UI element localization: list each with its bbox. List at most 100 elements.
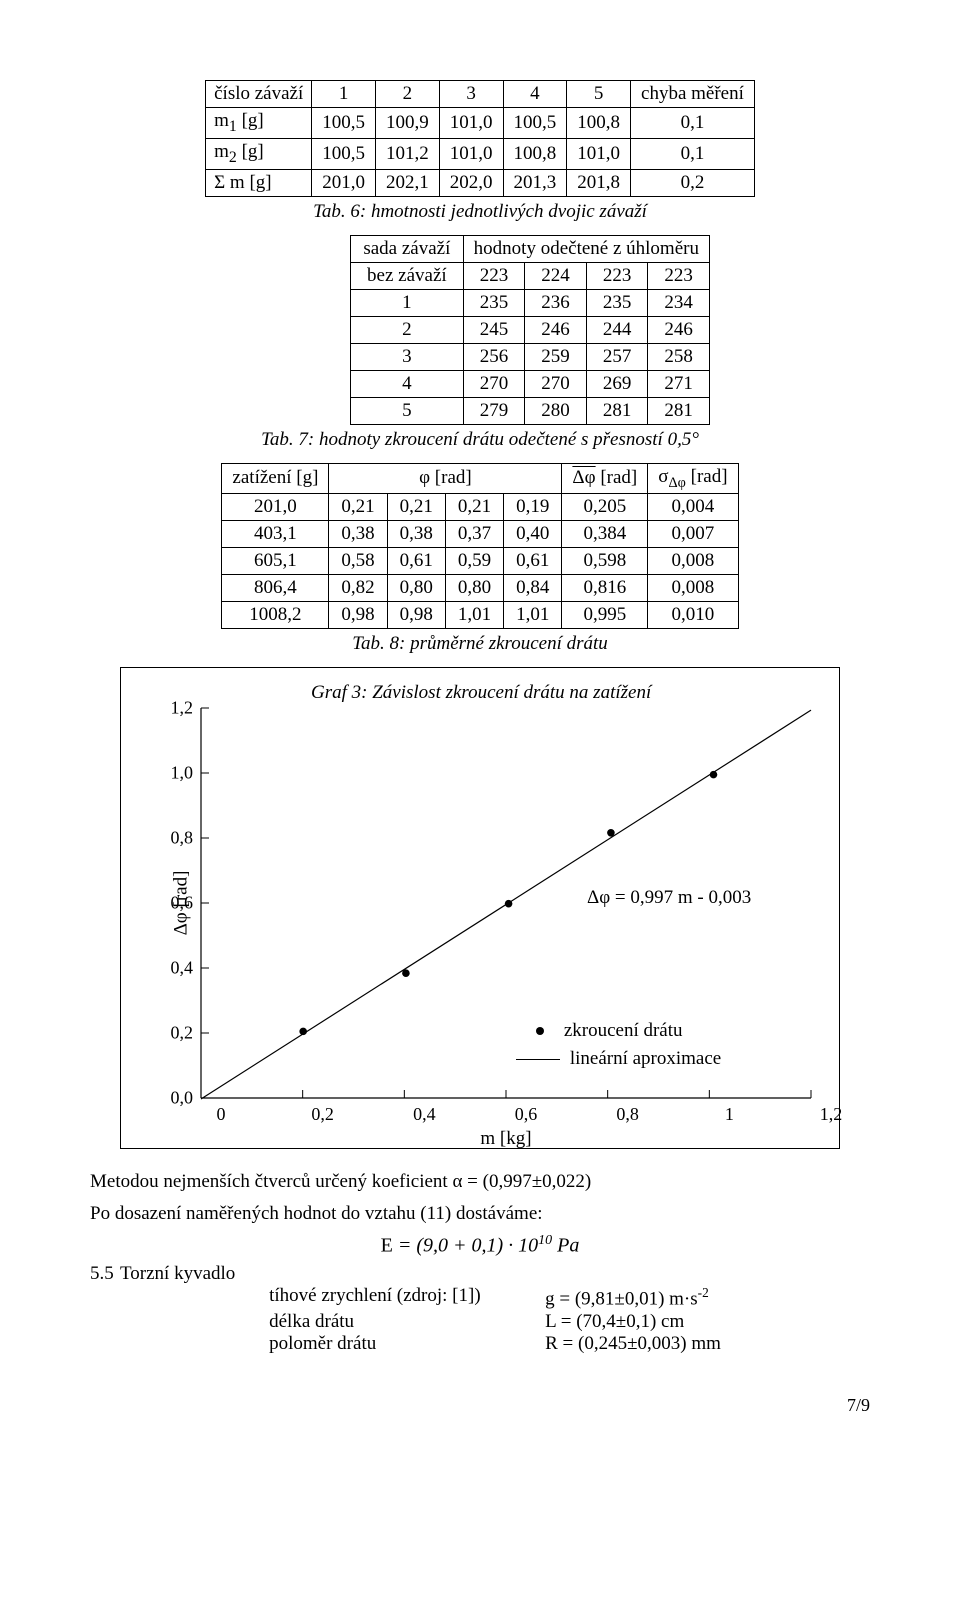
table-header-cell: 1	[312, 81, 376, 108]
table-cell: 806,4	[222, 575, 329, 602]
table-header-cell: chyba měření	[631, 81, 755, 108]
paragraph-substitute: Po dosazení naměřených hodnot do vztahu …	[90, 1201, 870, 1227]
def-value: g = (9,81±0,01) m·s-2	[537, 1285, 729, 1310]
table-cell: 256	[463, 343, 525, 370]
table-cell: 3	[351, 343, 464, 370]
table-cell: 0,1	[631, 138, 755, 169]
table-cell: 0,82	[329, 575, 387, 602]
xtick-label: 0	[217, 1104, 226, 1125]
table-cell: 0,40	[504, 521, 562, 548]
table-cell: bez závaží	[351, 262, 464, 289]
ytick-label: 0,6	[153, 893, 193, 914]
table-cell: 0,1	[631, 108, 755, 139]
table-cell: 100,5	[312, 138, 376, 169]
table-header-cell: Δφ [rad]	[562, 463, 648, 494]
ytick-label: 0,4	[153, 958, 193, 979]
table-cell: 0,816	[562, 575, 648, 602]
xtick-label: 0,6	[515, 1104, 538, 1125]
table-cell: 269	[586, 370, 648, 397]
table-header-cell: 4	[503, 81, 567, 108]
ytick-label: 1,0	[153, 763, 193, 784]
table-cell: 271	[648, 370, 710, 397]
table-cell: 100,5	[503, 108, 567, 139]
table-cell: 201,0	[222, 494, 329, 521]
table-cell: 0,61	[504, 548, 562, 575]
table-cell: 0,008	[648, 575, 738, 602]
table-cell: 0,59	[445, 548, 503, 575]
table-twist: zatížení [g]φ [rad]Δφ [rad]σΔφ [rad] 201…	[221, 463, 738, 630]
xtick-label: 1	[725, 1104, 734, 1125]
table-cell: 224	[525, 262, 587, 289]
table-cell: 101,0	[439, 138, 503, 169]
section-number: 5.5	[90, 1263, 120, 1285]
chart-title: Graf 3: Závislost zkroucení drátu na zat…	[311, 682, 825, 704]
table-cell: 236	[525, 289, 587, 316]
def-label: poloměr drátu	[261, 1333, 537, 1355]
table-cell: 270	[525, 370, 587, 397]
chart-container: Graf 3: Závislost zkroucení drátu na zat…	[120, 667, 840, 1149]
ytick-label: 1,2	[153, 698, 193, 719]
table-cell: m2 [g]	[206, 138, 312, 169]
table-cell: 244	[586, 316, 648, 343]
xtick-label: 0,2	[311, 1104, 334, 1125]
def-value: R = (0,245±0,003) mm	[537, 1333, 729, 1355]
table1-caption: Tab. 6: hmotnosti jednotlivých dvojic zá…	[90, 201, 870, 223]
table-cell: 100,9	[376, 108, 440, 139]
table-cell: 270	[463, 370, 525, 397]
table-cell: 0,98	[329, 602, 387, 629]
table-header-cell: 2	[376, 81, 440, 108]
table-header-cell: číslo závaží	[206, 81, 312, 108]
table-cell: 246	[525, 316, 587, 343]
ytick-label: 0,0	[153, 1088, 193, 1109]
table-protractor: sada závaží hodnoty odečtené z úhloměru …	[350, 235, 710, 425]
table-cell: 0,61	[387, 548, 445, 575]
table-cell: 202,0	[439, 169, 503, 196]
table-cell: 234	[648, 289, 710, 316]
table-cell: 0,80	[445, 575, 503, 602]
table-cell: 201,8	[567, 169, 631, 196]
page-number: 7/9	[90, 1395, 870, 1416]
table-cell: 246	[648, 316, 710, 343]
table-cell: 280	[525, 397, 587, 424]
table-cell: 0,80	[387, 575, 445, 602]
table-cell: 279	[463, 397, 525, 424]
table-cell: 0,995	[562, 602, 648, 629]
paragraph-alpha: Metodou nejmenších čtverců určený koefic…	[90, 1169, 870, 1195]
table-cell: 100,8	[503, 138, 567, 169]
ytick-label: 0,2	[153, 1023, 193, 1044]
table-header-cell: σΔφ [rad]	[648, 463, 738, 494]
ytick-label: 0,8	[153, 828, 193, 849]
table-cell: 223	[586, 262, 648, 289]
table-cell: 281	[648, 397, 710, 424]
chart-equation: Δφ = 0,997 m - 0,003	[587, 887, 751, 909]
table-header-cell: 5	[567, 81, 631, 108]
xtick-label: 0,8	[616, 1104, 639, 1125]
table-cell: 259	[525, 343, 587, 370]
table-weights: číslo závaží12345chyba měření m1 [g]100,…	[205, 80, 755, 197]
chart-xlabel: m [kg]	[480, 1128, 531, 1150]
table-cell: 0,205	[562, 494, 648, 521]
table2-caption: Tab. 7: hodnoty zkroucení drátu odečtené…	[90, 429, 870, 451]
table-cell: 101,2	[376, 138, 440, 169]
table-cell: 201,3	[503, 169, 567, 196]
table-cell: 0,010	[648, 602, 738, 629]
table-cell: 0,21	[387, 494, 445, 521]
table-header-cell: 3	[439, 81, 503, 108]
table-cell: 281	[586, 397, 648, 424]
legend-marker-icon	[536, 1027, 544, 1035]
def-label: tíhové zrychlení (zdroj: [1])	[261, 1285, 537, 1310]
formula-E: E = (9,0 + 0,1) · 1010 Pa	[90, 1233, 870, 1258]
table-header-cell: zatížení [g]	[222, 463, 329, 494]
table-cell: 257	[586, 343, 648, 370]
table-cell: 0,38	[387, 521, 445, 548]
table-cell: 0,598	[562, 548, 648, 575]
table-cell: m1 [g]	[206, 108, 312, 139]
chart-plot: Δφ [rad] m [kg] Δφ = 0,997 m - 0,003 zkr…	[201, 708, 811, 1098]
legend-line-icon	[516, 1059, 560, 1060]
table-cell: 1,01	[504, 602, 562, 629]
table-cell: 101,0	[567, 138, 631, 169]
table-cell: 101,0	[439, 108, 503, 139]
t2-head-right: hodnoty odečtené z úhloměru	[463, 235, 709, 262]
table-cell: 0,007	[648, 521, 738, 548]
table-cell: 1	[351, 289, 464, 316]
